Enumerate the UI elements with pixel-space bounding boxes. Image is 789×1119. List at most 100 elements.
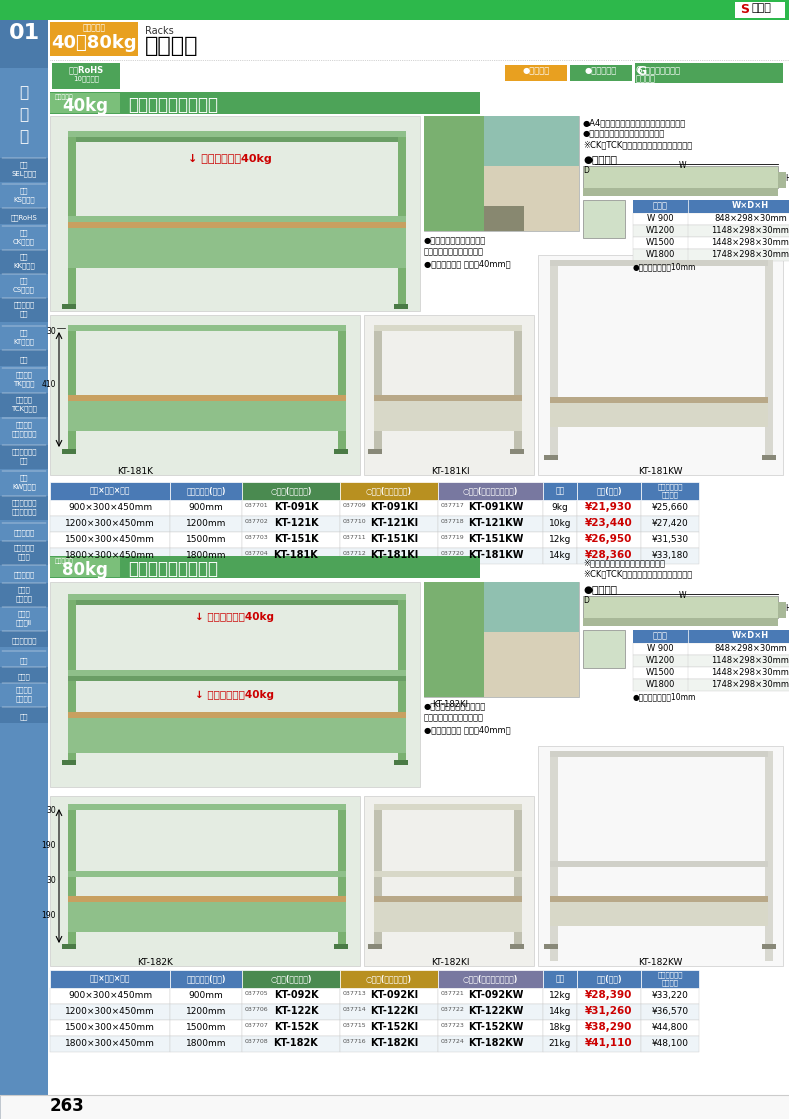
Text: 12kg: 12kg xyxy=(549,991,571,1000)
Text: 1748×298×30mm: 1748×298×30mm xyxy=(712,250,789,258)
Text: 30: 30 xyxy=(47,876,56,885)
Bar xyxy=(484,206,524,231)
Bar xyxy=(0,606,48,631)
Text: 均等耐荷重: 均等耐荷重 xyxy=(82,23,106,32)
Bar xyxy=(338,810,346,946)
Text: 仕様: 仕様 xyxy=(20,310,28,317)
Bar xyxy=(0,250,48,274)
Text: W×D×H: W×D×H xyxy=(732,631,769,640)
Bar xyxy=(635,63,783,83)
Text: ¥25,660: ¥25,660 xyxy=(652,504,689,513)
Text: 簡易架台　２段仕様: 簡易架台 ２段仕様 xyxy=(128,560,218,579)
Bar xyxy=(438,482,543,500)
Bar xyxy=(170,548,242,564)
Bar xyxy=(633,250,789,261)
Text: 037711: 037711 xyxy=(343,535,367,540)
Bar xyxy=(633,630,789,643)
Bar xyxy=(340,482,438,500)
Text: 1800×300×450mm: 1800×300×450mm xyxy=(65,551,155,560)
Text: KWタイプ: KWタイプ xyxy=(12,483,36,490)
Text: 軽量: 軽量 xyxy=(20,161,28,168)
Text: 900×300×450mm: 900×300×450mm xyxy=(68,504,152,513)
Text: ○品番(グリーン): ○品番(グリーン) xyxy=(271,486,312,495)
Bar xyxy=(374,902,522,932)
Bar xyxy=(0,158,48,182)
Bar xyxy=(550,403,768,427)
Text: W1800: W1800 xyxy=(646,680,675,689)
Text: ●取付可能天板 板厚：40mm迄: ●取付可能天板 板厚：40mm迄 xyxy=(424,258,510,267)
Bar xyxy=(68,902,346,932)
Text: 037718: 037718 xyxy=(441,519,465,524)
Bar xyxy=(765,260,773,460)
Bar xyxy=(514,810,522,946)
Bar xyxy=(340,970,438,988)
Text: 21kg: 21kg xyxy=(549,1040,571,1049)
Bar xyxy=(242,988,340,1004)
Bar xyxy=(68,718,406,753)
Bar xyxy=(0,350,48,366)
Text: チェアー: チェアー xyxy=(16,695,32,702)
Text: KT-181K: KT-181K xyxy=(117,467,153,476)
Text: H: H xyxy=(785,173,789,184)
Bar xyxy=(68,395,346,401)
Bar xyxy=(394,304,408,309)
Text: ●粉体塗装・: ●粉体塗装・ xyxy=(585,66,617,75)
Bar xyxy=(543,516,577,532)
Text: 一人用: 一人用 xyxy=(17,553,30,560)
Bar xyxy=(374,331,382,451)
Bar xyxy=(424,116,484,231)
Text: TKタイプ: TKタイプ xyxy=(13,380,35,386)
Bar xyxy=(340,1021,438,1036)
Text: W1500: W1500 xyxy=(646,668,675,677)
Text: W: W xyxy=(679,161,686,170)
Text: W1500: W1500 xyxy=(646,238,675,247)
Bar xyxy=(242,500,340,516)
Text: ※CK・TCK作業台には取付けできません。: ※CK・TCK作業台には取付けできません。 xyxy=(583,140,692,149)
Text: 簡易架台: 簡易架台 xyxy=(145,36,199,56)
Text: ●取付可能天板 板厚：40mm迄: ●取付可能天板 板厚：40mm迄 xyxy=(424,725,510,734)
Bar xyxy=(170,482,242,500)
Bar xyxy=(368,944,382,949)
Text: KT-181KW: KT-181KW xyxy=(468,551,523,560)
Bar xyxy=(50,92,480,114)
Text: KT-122KI: KT-122KI xyxy=(370,1006,418,1016)
Text: 1500mm: 1500mm xyxy=(185,535,226,544)
Text: KT-182KI: KT-182KI xyxy=(370,1038,418,1049)
Bar xyxy=(0,20,48,68)
Bar xyxy=(398,267,406,305)
Bar xyxy=(50,556,480,579)
Bar xyxy=(633,213,789,225)
Text: W1800: W1800 xyxy=(646,250,675,258)
Bar xyxy=(577,532,641,548)
Text: ●作業台と架台はボルトで: ●作業台と架台はボルトで xyxy=(424,236,486,245)
Text: 1800mm: 1800mm xyxy=(185,551,226,560)
Bar xyxy=(510,944,524,949)
Text: 190: 190 xyxy=(42,841,56,850)
Text: 037723: 037723 xyxy=(441,1023,465,1028)
Bar xyxy=(340,532,438,548)
Bar xyxy=(394,760,408,765)
Bar xyxy=(438,988,543,1004)
Text: KT-092KI: KT-092KI xyxy=(370,990,418,1000)
Bar xyxy=(0,445,48,469)
Bar xyxy=(62,449,76,454)
Text: 移動: 移動 xyxy=(20,457,28,463)
Bar xyxy=(340,516,438,532)
Bar xyxy=(633,667,789,679)
Text: 適合作業台(間口): 適合作業台(間口) xyxy=(186,974,226,982)
Bar xyxy=(170,500,242,516)
Text: KT-151KI: KT-151KI xyxy=(370,534,418,544)
Bar xyxy=(68,712,406,718)
Bar xyxy=(364,316,534,474)
Bar xyxy=(577,1004,641,1021)
Bar xyxy=(398,600,406,765)
Bar xyxy=(68,594,406,600)
Bar xyxy=(544,455,558,460)
Bar xyxy=(50,1004,170,1021)
Text: ●コボレ止め高さ10mm: ●コボレ止め高さ10mm xyxy=(633,262,697,271)
Text: 037719: 037719 xyxy=(441,535,465,540)
Bar xyxy=(577,988,641,1004)
Bar xyxy=(577,548,641,564)
Text: ¥44,800: ¥44,800 xyxy=(652,1023,689,1032)
Text: 重量: 重量 xyxy=(20,474,28,480)
